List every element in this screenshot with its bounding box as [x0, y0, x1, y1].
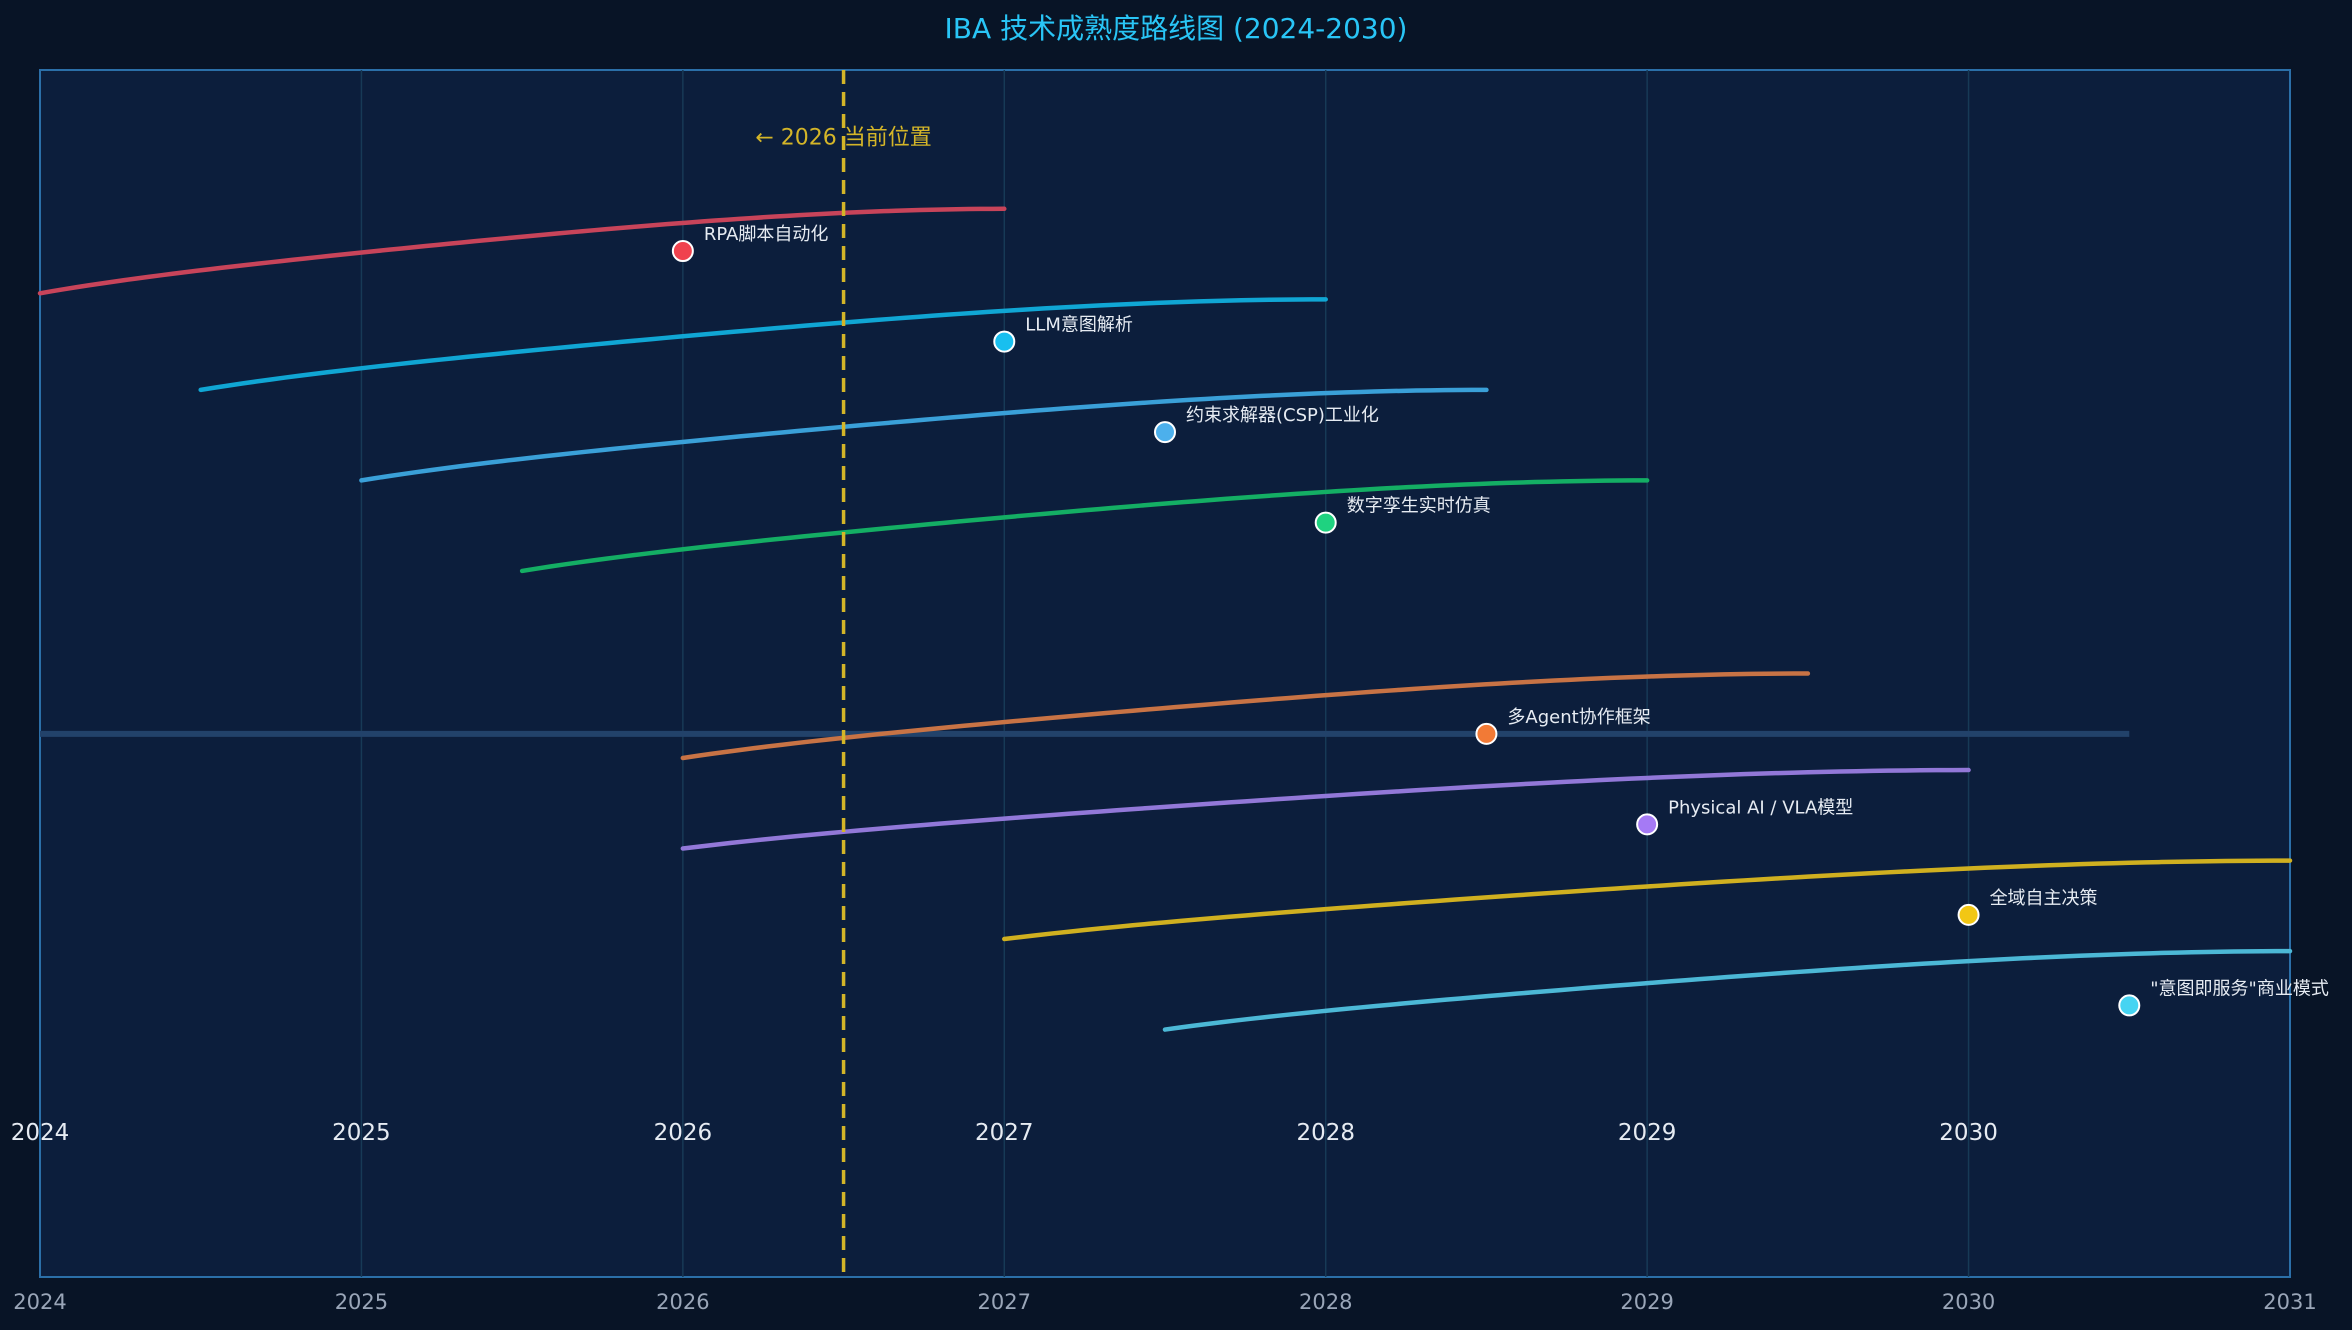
year-label-2026: 2026 [654, 1120, 713, 1146]
x-tick-label-2030: 2030 [1942, 1290, 1995, 1314]
milestone-label-1: RPA脚本自动化 [704, 224, 829, 245]
grid-lines [360, 70, 1970, 1277]
year-label-2028: 2028 [1296, 1120, 1355, 1146]
maturity-curves [37, 206, 2293, 1032]
milestone-label-2: LLM意图解析 [1025, 315, 1133, 336]
milestone-marker-7 [1957, 903, 1980, 926]
curve-series-6 [680, 767, 1971, 851]
x-tick-label-2026: 2026 [656, 1290, 709, 1314]
year-label-2025: 2025 [332, 1120, 391, 1146]
milestone-marker-4 [1314, 511, 1337, 534]
milestone-label-4: 数字孪生实时仿真 [1347, 496, 1491, 517]
year-labels: 2024 2025 2026 2027 2028 2029 2030 [11, 1120, 1998, 1146]
x-tick-label-2029: 2029 [1620, 1290, 1673, 1314]
year-label-2029: 2029 [1618, 1120, 1677, 1146]
milestone-marker-2 [993, 330, 1016, 353]
curve-series-4 [519, 478, 1650, 574]
milestone-marker-6 [1636, 813, 1659, 836]
x-axis-tick-labels: 2024 2025 2026 2027 2028 2029 2030 2031 [13, 1290, 2316, 1314]
year-label-2030: 2030 [1939, 1120, 1998, 1146]
milestone-label-8: "意图即服务"商业模式 [2150, 978, 2329, 999]
milestone-label-7: 全域自主决策 [1990, 888, 2098, 909]
x-tick-label-2028: 2028 [1299, 1290, 1352, 1314]
curve-series-2 [198, 297, 1328, 393]
curve-series-8 [1162, 948, 2293, 1032]
milestone-label-5: 多Agent协作框架 [1507, 707, 1650, 728]
curve-series-3 [359, 387, 1489, 483]
year-label-2027: 2027 [975, 1120, 1034, 1146]
milestone-marker-8 [2118, 994, 2141, 1017]
curve-series-5 [680, 671, 1811, 761]
x-tick-label-2024: 2024 [13, 1290, 66, 1314]
x-tick-label-2025: 2025 [335, 1290, 388, 1314]
milestone-marker-3 [1154, 421, 1176, 444]
chart-title: IBA 技术成熟度路线图 (2024-2030) [945, 12, 1408, 45]
milestone-points: RPA脚本自动化 LLM意图解析约束求解器(CSP)工业化数字孪生实时仿真多Age… [671, 224, 2329, 1017]
milestone-marker-5 [1475, 722, 1498, 745]
x-tick-label-2031: 2031 [2263, 1290, 2316, 1314]
milestone-marker-1 [671, 240, 694, 263]
milestone-label-6: Physical AI / VLA模型 [1668, 797, 1853, 818]
x-tick-label-2027: 2027 [978, 1290, 1031, 1314]
year-label-2024: 2024 [11, 1120, 70, 1146]
curve-series-7 [1002, 858, 2293, 942]
milestone-label-3: 约束求解器(CSP)工业化 [1186, 405, 1379, 426]
current-position-label: ← 2026 当前位置 [755, 125, 931, 150]
plot-area [39, 69, 2291, 1278]
